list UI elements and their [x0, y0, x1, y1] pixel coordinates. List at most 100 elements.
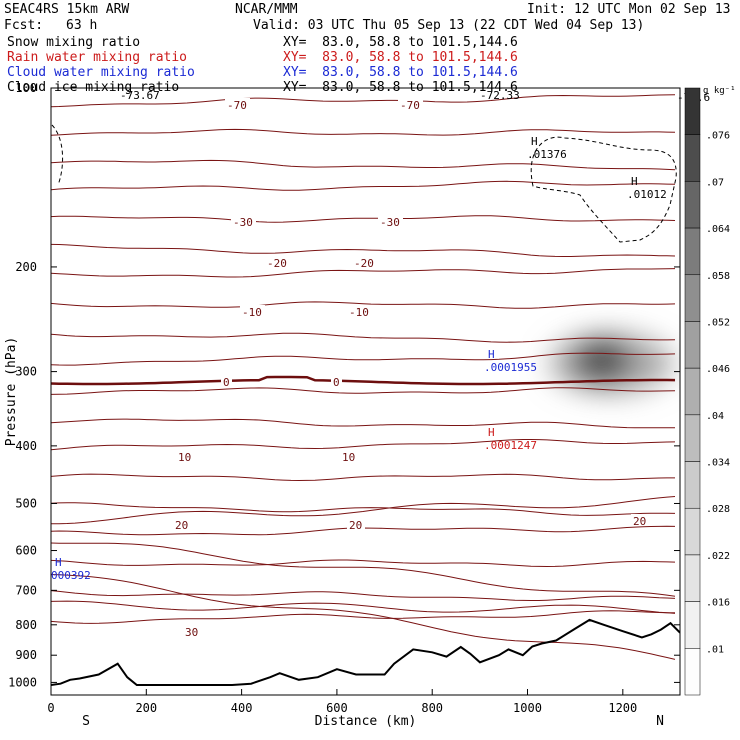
- field-snow-xy: XY= 83.0, 58.8 to 101.5,144.6: [283, 35, 518, 50]
- lower-contour-3: [51, 600, 676, 614]
- contour-label: -70: [227, 99, 247, 112]
- contour-label-bg: [347, 518, 365, 530]
- contour-label-bg: [176, 450, 194, 462]
- plot-area: [51, 94, 680, 686]
- temperature-contour-17: [51, 590, 676, 601]
- extremum-value: .01012: [627, 188, 667, 201]
- contour-label: -30: [380, 216, 400, 229]
- contour-label-bg: [352, 256, 377, 268]
- colorbar-cell: [684, 507, 701, 556]
- extremum-value: .01376: [527, 148, 567, 161]
- extremum-marker: H: [55, 556, 62, 569]
- temperature-contour-4: [51, 215, 676, 223]
- x-tick-label: 800: [421, 701, 443, 715]
- x-tick-label: 0: [47, 701, 54, 715]
- lower-contour-2: [51, 574, 676, 660]
- colorbar-cell: [684, 181, 701, 229]
- y-tick-label: 200: [15, 260, 37, 274]
- y-tick-label-top: 100: [15, 81, 37, 95]
- model-name: SEAC4RS 15km ARW: [4, 2, 130, 17]
- snow-shading-0: [549, 333, 674, 394]
- temperature-contour-9: [51, 352, 676, 366]
- contour-label-bg: [240, 305, 265, 317]
- colorbar-cell: [684, 414, 701, 462]
- contour-label-bg: [347, 305, 372, 317]
- init-time: Init: 12 UTC Mon 02 Sep 13: [527, 2, 731, 17]
- extremum-marker: H: [488, 348, 495, 361]
- colorbar-label: .04: [706, 411, 724, 422]
- colorbar-label: .076: [706, 131, 730, 142]
- colorbar-cell: [684, 554, 701, 602]
- colorbar-label: .01: [706, 644, 724, 655]
- contour-label: 0: [223, 376, 230, 389]
- field-cloudwater-name: Cloud water mixing ratio: [7, 65, 195, 80]
- temperature-contour-7: [51, 301, 676, 309]
- zero-isotherm: [51, 375, 676, 386]
- y-tick-label: 800: [15, 618, 37, 632]
- temperature-contour-8: [51, 332, 676, 343]
- contour-label-bg: [265, 256, 290, 268]
- contour-label-bg: [378, 215, 403, 227]
- colorbar-label: .022: [706, 551, 730, 562]
- colorbar-cell: [684, 87, 701, 135]
- contour-label: -10: [349, 306, 369, 319]
- colorbar-cell: [684, 367, 701, 416]
- x-tick-label: 600: [326, 701, 348, 715]
- colorbar-cell: [684, 648, 701, 696]
- colorbar-label: .046: [706, 364, 730, 375]
- temperature-contour-2: [51, 159, 676, 171]
- contour-label: 20: [349, 519, 362, 532]
- colorbar-unit: g kg⁻¹: [703, 86, 736, 96]
- contour-label-bg: [398, 98, 423, 110]
- contour-label: -70: [400, 99, 420, 112]
- temperature-contour-0: [51, 94, 676, 108]
- colorbar-label: .07: [706, 177, 724, 188]
- contour-label-bg: [183, 625, 201, 637]
- colorbar-label: .052: [706, 317, 730, 328]
- colorbar-label: .016: [706, 598, 730, 609]
- colorbar-cell: [684, 321, 701, 369]
- valid-time: Valid: 03 UTC Thu 05 Sep 13 (22 CDT Wed …: [253, 18, 645, 33]
- colorbar-label: .064: [706, 224, 730, 235]
- temperature-contour-12: [51, 439, 676, 451]
- temperature-contour-13: [51, 473, 675, 482]
- contour-label: 20: [175, 519, 188, 532]
- extremum-value: -73.67: [120, 89, 160, 102]
- contour-label: 10: [342, 451, 355, 464]
- contour-label: 10: [178, 451, 191, 464]
- y-tick-label: 400: [15, 439, 37, 453]
- y-axis-label: Pressure (hPa): [4, 337, 19, 447]
- field-snow-name: Snow mixing ratio: [7, 35, 141, 50]
- extremum-value: 000392: [51, 569, 91, 582]
- y-tick-label: 1000: [8, 675, 37, 689]
- temperature-contour-10: [51, 387, 676, 395]
- colorbar-cell: [684, 601, 701, 649]
- temperature-contour-5: [51, 243, 676, 257]
- field-rain-name: Rain water mixing ratio: [7, 50, 188, 65]
- contour-label: -20: [354, 257, 374, 270]
- contour-label-bg: [173, 518, 191, 530]
- temperature-contour-6: [51, 268, 676, 278]
- extremum-marker: H: [531, 135, 538, 148]
- x-tick-label: 1200: [608, 701, 637, 715]
- contour-label: 30: [185, 626, 198, 639]
- lower-contour-0: [51, 496, 676, 525]
- y-tick-label: 300: [15, 365, 37, 379]
- forecast-label: Fcst:: [4, 18, 44, 33]
- colorbar-label: .034: [706, 458, 730, 469]
- organization: NCAR/MMM: [235, 2, 298, 17]
- north-label: N: [656, 714, 664, 729]
- contour-label-bg: [340, 450, 358, 462]
- forecast-hour: 63 h: [66, 18, 98, 33]
- contour-label: 20: [633, 515, 646, 528]
- contour-label: -20: [267, 257, 287, 270]
- colorbar-cell: [684, 134, 701, 182]
- contour-label: -30: [233, 216, 253, 229]
- y-tick-label: 500: [15, 496, 37, 510]
- field-rain-xy: XY= 83.0, 58.8 to 101.5,144.6: [283, 50, 518, 65]
- lower-contour-1: [51, 542, 676, 597]
- x-tick-label: 1000: [513, 701, 542, 715]
- extremum-value: .0001247: [484, 439, 537, 452]
- extremum-marker: H: [488, 426, 495, 439]
- x-tick-label: 200: [135, 701, 157, 715]
